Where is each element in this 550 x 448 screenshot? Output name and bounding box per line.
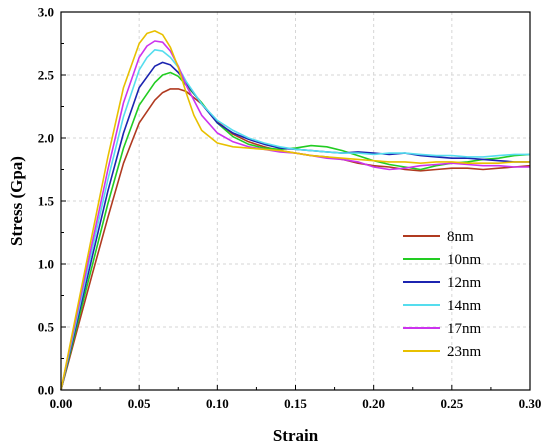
legend-label: 23nm (447, 344, 482, 360)
legend-label: 12nm (447, 275, 482, 291)
x-tick-label: 0.15 (284, 396, 307, 411)
legend-label: 8nm (447, 229, 474, 245)
axis-ticks: 0.00 0.05 0.10 0.15 0.20 0.25 0.30 0.0 0.5 1.0 1.5… (38, 5, 542, 412)
y-tick-label: 2.0 (38, 131, 54, 146)
x-tick-label: 0.05 (128, 396, 151, 411)
y-tick-label: 1.0 (38, 257, 54, 272)
x-tick-label: 0.25 (440, 396, 463, 411)
legend: 8nm 10nm 12nm 14nm 17nm 23nm (403, 229, 482, 360)
series-line-12nm (60, 61, 530, 391)
x-tick-label: 0.10 (206, 396, 229, 411)
legend-label: 10nm (447, 252, 482, 268)
x-axis-title: Strain (273, 426, 319, 445)
y-tick-label: 3.0 (38, 5, 54, 20)
series-line-14nm (60, 48, 530, 391)
grid (61, 12, 530, 390)
y-tick-label: 2.5 (38, 68, 55, 83)
x-tick-label: 0.00 (50, 396, 73, 411)
x-tick-label: 0.20 (362, 396, 385, 411)
y-tick-label: 0.5 (38, 320, 55, 335)
x-tick-label: 0.30 (519, 396, 542, 411)
series-lines (60, 30, 531, 391)
y-tick-label: 1.5 (38, 194, 55, 209)
y-axis-title: Stress (Gpa) (7, 156, 26, 246)
y-tick-label: 0.0 (38, 383, 54, 398)
legend-label: 17nm (447, 321, 482, 337)
series-line-23nm (60, 30, 530, 391)
legend-label: 14nm (447, 298, 482, 314)
